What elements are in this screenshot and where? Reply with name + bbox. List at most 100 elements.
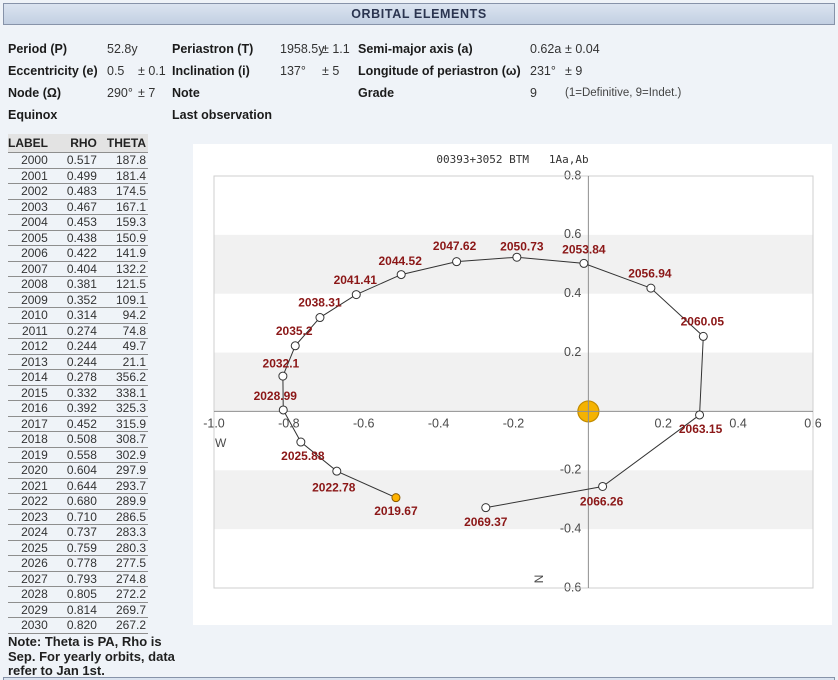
footnote-line: refer to Jan 1st.: [8, 663, 105, 678]
ephemeris-cell: 2008: [8, 276, 50, 293]
ephemeris-row: 2026 0.778 277.5: [8, 555, 148, 572]
element-label: Equinox: [8, 108, 58, 122]
ephemeris-cell: 2017: [8, 416, 50, 432]
element-value: ± 0.04: [565, 42, 600, 56]
ephemeris-cell: 0.314: [49, 307, 99, 324]
element-value: 1958.5y: [280, 42, 325, 56]
ephemeris-cell: 0.244: [49, 338, 99, 355]
epoch-label: 2066.26: [580, 495, 624, 509]
x-tick-label: -0.8: [278, 417, 300, 431]
ephemeris-cell: 269.7: [98, 602, 148, 618]
ephemeris-cell: 2002: [8, 183, 50, 200]
ephemeris-row: 2010 0.314 94.2: [8, 307, 148, 324]
footnote-line: Note: Theta is PA, Rho is: [8, 634, 162, 649]
ephemeris-cell: 0.558: [49, 447, 99, 463]
epoch-label: 2041.41: [334, 273, 378, 287]
y-tick-label: 0.6: [564, 580, 581, 594]
ephemeris-cell: 0.820: [49, 617, 99, 634]
ephemeris-cell: 293.7: [98, 478, 148, 494]
ephemeris-cell: 0.517: [49, 152, 99, 169]
ephemeris-cell: 289.9: [98, 493, 148, 510]
ephemeris-cell: 2020: [8, 462, 50, 479]
ephemeris-cell: 150.9: [98, 230, 148, 246]
element-label: Last observation: [172, 108, 273, 122]
x-tick-label: -0.2: [503, 417, 525, 431]
ephemeris-cell: 2014: [8, 369, 50, 386]
ephemeris-cell: 2011: [8, 323, 50, 339]
element-label: Periastron (T): [172, 42, 254, 56]
orbit-point-marker-current: [391, 493, 401, 503]
ephemeris-cell: 121.5: [98, 276, 148, 293]
ephemeris-cell: 74.8: [98, 323, 148, 339]
element-value: 52.8y: [107, 42, 138, 56]
epoch-label: 2050.73: [500, 239, 544, 253]
ephemeris-cell: 272.2: [98, 586, 148, 603]
ephemeris-cell: 2010: [8, 307, 50, 324]
ephemeris-cell: 187.8: [98, 152, 148, 169]
ephemeris-cell: 286.5: [98, 509, 148, 525]
ephemeris-row: 2021 0.644 293.7: [8, 478, 148, 494]
ephemeris-cell: 2004: [8, 214, 50, 231]
west-axis-label: W: [215, 436, 227, 450]
y-tick-label: -0.4: [560, 521, 582, 535]
ephemeris-cell: 2001: [8, 168, 50, 184]
ephemeris-cell: 132.2: [98, 261, 148, 277]
ephemeris-cell: 0.737: [49, 524, 99, 541]
footnote: Note: Theta is PA, Rho is Sep. For yearly…: [8, 634, 198, 679]
epoch-label: 2028.99: [254, 389, 298, 403]
ephemeris-cell: 2015: [8, 385, 50, 401]
ephemeris-row: 2027 0.793 274.8: [8, 571, 148, 587]
orbit-point-marker: [646, 283, 656, 293]
ephemeris-cell: 0.508: [49, 431, 99, 448]
ephemeris-cell: 94.2: [98, 307, 148, 324]
ephemeris-cell: 277.5: [98, 555, 148, 572]
ephemeris-row: 2011 0.274 74.8: [8, 323, 148, 339]
ephemeris-row: 2012 0.244 49.7: [8, 338, 148, 355]
ephemeris-cell: 0.453: [49, 214, 99, 231]
ephemeris-cell: 2012: [8, 338, 50, 355]
ephemeris-header-row: LABEL RHO THETA: [8, 134, 148, 153]
ephemeris-row: 2005 0.438 150.9: [8, 230, 148, 246]
ephemeris-cell: 2000: [8, 152, 50, 169]
y-tick-label: 0.4: [564, 286, 581, 300]
column-header-theta: THETA: [98, 134, 148, 153]
epoch-label: 2060.05: [681, 315, 725, 329]
epoch-label: 2038.31: [298, 296, 342, 310]
grid-band: [214, 234, 813, 294]
orbit-chart-panel: 00393+3052 BTM 1Aa,Ab 0.8 0.6 0.4 0.2 -0.2 -0…: [193, 144, 832, 625]
y-tick-label: -0.2: [560, 463, 582, 477]
element-value: ± 7: [138, 86, 156, 100]
epoch-label: 2032.1: [263, 356, 300, 370]
epoch-label: 2069.37: [464, 515, 508, 529]
footnote-line: Sep. For yearly orbits, data: [8, 648, 175, 664]
orbit-point-marker: [290, 341, 300, 351]
ephemeris-row: 2004 0.453 159.3: [8, 214, 148, 231]
ephemeris-cell: 280.3: [98, 540, 148, 556]
ephemeris-cell: 167.1: [98, 199, 148, 215]
element-label: Inclination (i): [172, 64, 250, 78]
ephemeris-cell: 0.452: [49, 416, 99, 432]
x-tick-label: -0.4: [428, 417, 450, 431]
element-value: 0.62a: [530, 42, 562, 56]
ephemeris-cell: 356.2: [98, 369, 148, 386]
ephemeris-cell: 0.710: [49, 509, 99, 525]
x-tick-label: 0.4: [729, 417, 746, 431]
grid-band: [214, 352, 813, 412]
ephemeris-cell: 2030: [8, 617, 50, 634]
ephemeris-cell: 283.3: [98, 524, 148, 541]
ephemeris-row: 2008 0.381 121.5: [8, 276, 148, 293]
ephemeris-cell: 2019: [8, 447, 50, 463]
orbit-point-marker: [579, 258, 589, 268]
ephemeris-cell: 0.778: [49, 555, 99, 572]
ephemeris-cell: 49.7: [98, 338, 148, 355]
orbit-point-marker: [278, 371, 288, 381]
ephemeris-cell: 2018: [8, 431, 50, 448]
ephemeris-cell: 2005: [8, 230, 50, 246]
ephemeris-row: 2014 0.278 356.2: [8, 369, 148, 386]
epoch-label: 2053.84: [562, 243, 606, 257]
ephemeris-cell: 0.392: [49, 400, 99, 417]
ephemeris-cell: 0.644: [49, 478, 99, 494]
ephemeris-row: 2023 0.710 286.5: [8, 509, 148, 525]
ephemeris-row: 2015 0.332 338.1: [8, 385, 148, 401]
